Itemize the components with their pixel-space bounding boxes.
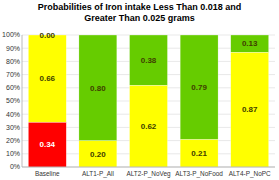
data-label: 0.80	[90, 84, 106, 93]
bar-segment	[231, 52, 269, 167]
data-label: 0.34	[40, 140, 56, 149]
bars	[28, 35, 268, 167]
data-label: 0.87	[242, 105, 258, 114]
bar-segment	[79, 141, 117, 167]
y-tick-label: 10%	[6, 150, 20, 157]
x-tick-label: ALT1-P_All	[82, 170, 114, 178]
bar-segment	[79, 35, 117, 141]
data-label: 0.38	[141, 56, 157, 65]
bar-segment	[130, 35, 168, 85]
y-tick-label: 70%	[6, 71, 20, 78]
x-axis-line	[22, 167, 275, 168]
y-axis-line	[22, 35, 23, 167]
data-labels: 0.34 0.20 0.62 0.21 0.87 0.66 0.80 0.38 0.79 0.00…	[40, 31, 259, 159]
y-tick-label: 60%	[6, 84, 20, 91]
data-label: 0.66	[40, 74, 56, 83]
data-label: 0.00	[40, 31, 56, 40]
y-tick-label: 20%	[6, 137, 20, 144]
x-tick-label: Baseline	[35, 170, 60, 177]
x-tick-label: ALT4-P_NoPC	[229, 170, 271, 178]
data-label: 0.20	[90, 150, 106, 159]
data-label: 0.21	[191, 149, 207, 158]
background	[0, 0, 279, 180]
y-tick-label: 100%	[2, 31, 20, 38]
y-tick-label: 30%	[6, 124, 20, 131]
y-tick-label: 90%	[6, 45, 20, 52]
y-tick-label: 80%	[6, 58, 20, 65]
chart: Probabilities of Iron intake Less Than 0…	[0, 0, 279, 180]
y-tick-label: 50%	[6, 97, 20, 104]
data-label: 0.79	[191, 83, 207, 92]
bar-segment	[130, 85, 168, 167]
y-tick-label: 0%	[10, 163, 20, 170]
data-label: 0.62	[141, 122, 157, 131]
bar-segment	[28, 35, 66, 122]
title: Probabilities of Iron intake Less Than 0…	[38, 2, 242, 23]
bar-segment	[180, 35, 218, 36]
y-tick-label: 40%	[6, 111, 20, 118]
grid	[22, 35, 275, 167]
x-tick-label: ALT3-P_NoFood	[175, 170, 223, 178]
x-tick-label: ALT2-P_NoVeg	[126, 170, 170, 178]
bar-segment	[130, 35, 168, 36]
data-label: 0.13	[242, 39, 258, 48]
bar-segment	[180, 139, 218, 167]
bar-segment	[180, 35, 218, 139]
grid-line	[22, 167, 275, 168]
bar-segment	[231, 35, 269, 52]
bar-segment	[79, 35, 117, 36]
bar-segment	[28, 122, 66, 167]
